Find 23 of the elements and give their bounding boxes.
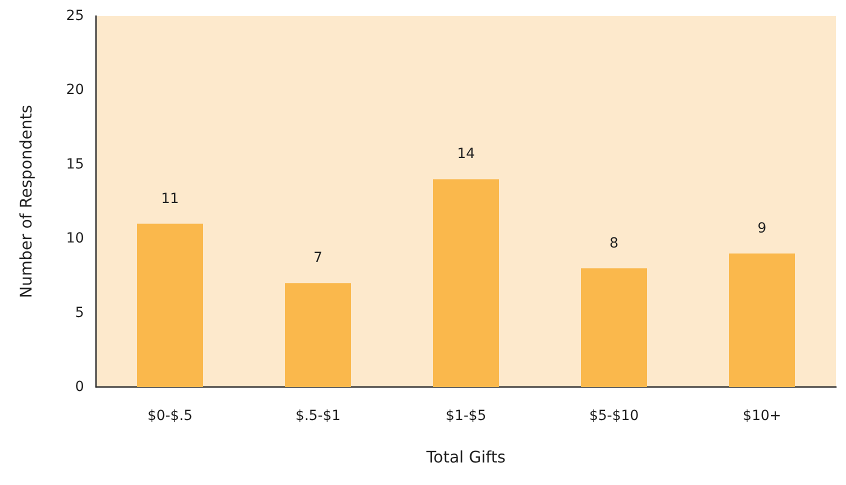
y-axis-title: Number of Respondents (16, 104, 36, 298)
y-tick-label: 5 (75, 304, 84, 321)
y-tick-label: 20 (66, 82, 84, 98)
y-tick-label: 25 (66, 8, 84, 24)
bar (433, 179, 499, 387)
bar (285, 283, 351, 387)
bar (581, 268, 647, 387)
x-axis-title: Total Gifts (425, 448, 506, 466)
data-label: 8 (610, 235, 618, 252)
y-tick-label: 0 (75, 379, 84, 395)
data-label: 11 (161, 190, 179, 207)
bar (729, 253, 795, 387)
y-tick-label: 15 (66, 156, 84, 172)
data-label: 9 (758, 220, 766, 236)
x-tick-label: $.5-$1 (295, 408, 341, 424)
y-tick-label: 10 (66, 230, 84, 247)
x-tick-label: $5-$10 (589, 408, 639, 424)
x-tick-label: $0-$.5 (147, 408, 193, 424)
x-tick-label: $10+ (742, 408, 782, 424)
bar (137, 224, 203, 387)
x-tick-label: $1-$5 (446, 408, 486, 424)
data-label: 7 (314, 250, 322, 266)
data-label: 14 (457, 146, 475, 162)
